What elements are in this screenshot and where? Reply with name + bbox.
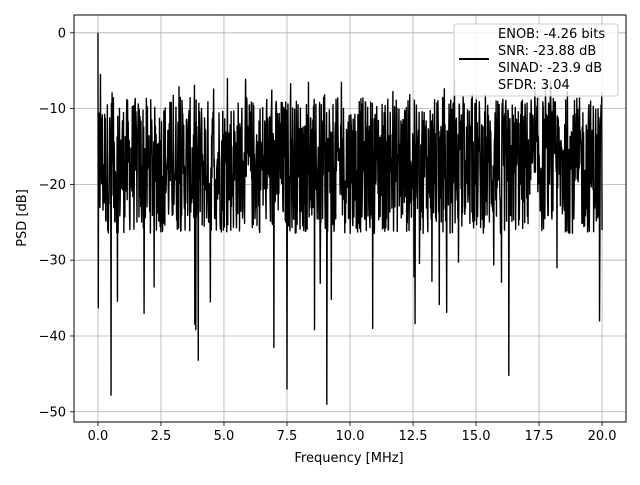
- y-tick-label: −10: [39, 102, 66, 117]
- x-tick-label: 20.0: [588, 429, 617, 444]
- y-tick-label: −50: [39, 405, 66, 420]
- x-tick-label: 5.0: [214, 429, 235, 444]
- legend-entry-snr: SNR: -23.88 dB: [498, 44, 596, 59]
- x-tick-label: 12.5: [399, 429, 428, 444]
- x-tick-label: 17.5: [525, 429, 554, 444]
- psd-series-line: [97, 32, 603, 405]
- x-tick-label: 0.0: [88, 429, 109, 444]
- x-tick-label: 2.5: [151, 429, 172, 444]
- ticks: 0.0 2.5 5.0 7.5 10.0 12.5 15.0 17.5 20.0 0 −10 −20 −…: [39, 26, 617, 444]
- plot-area: [97, 32, 603, 405]
- x-tick-label: 10.0: [336, 429, 365, 444]
- y-tick-label: −40: [39, 329, 66, 344]
- x-tick-label: 7.5: [277, 429, 298, 444]
- legend: ENOB: -4.26 bits SNR: -23.88 dB SINAD: -…: [453, 23, 619, 97]
- legend-entry-sinad: SINAD: -23.9 dB: [498, 61, 602, 76]
- y-tick-label: 0: [58, 26, 66, 41]
- legend-box: [453, 23, 619, 97]
- legend-entry-sfdr: SFDR: 3.04: [498, 78, 570, 93]
- x-tick-label: 15.0: [462, 429, 491, 444]
- legend-entry-enob: ENOB: -4.26 bits: [498, 27, 605, 42]
- x-axis-label: Frequency [MHz]: [294, 451, 403, 466]
- y-tick-label: −20: [39, 178, 66, 193]
- y-axis-label: PSD [dB]: [15, 189, 30, 247]
- y-tick-label: −30: [39, 254, 66, 269]
